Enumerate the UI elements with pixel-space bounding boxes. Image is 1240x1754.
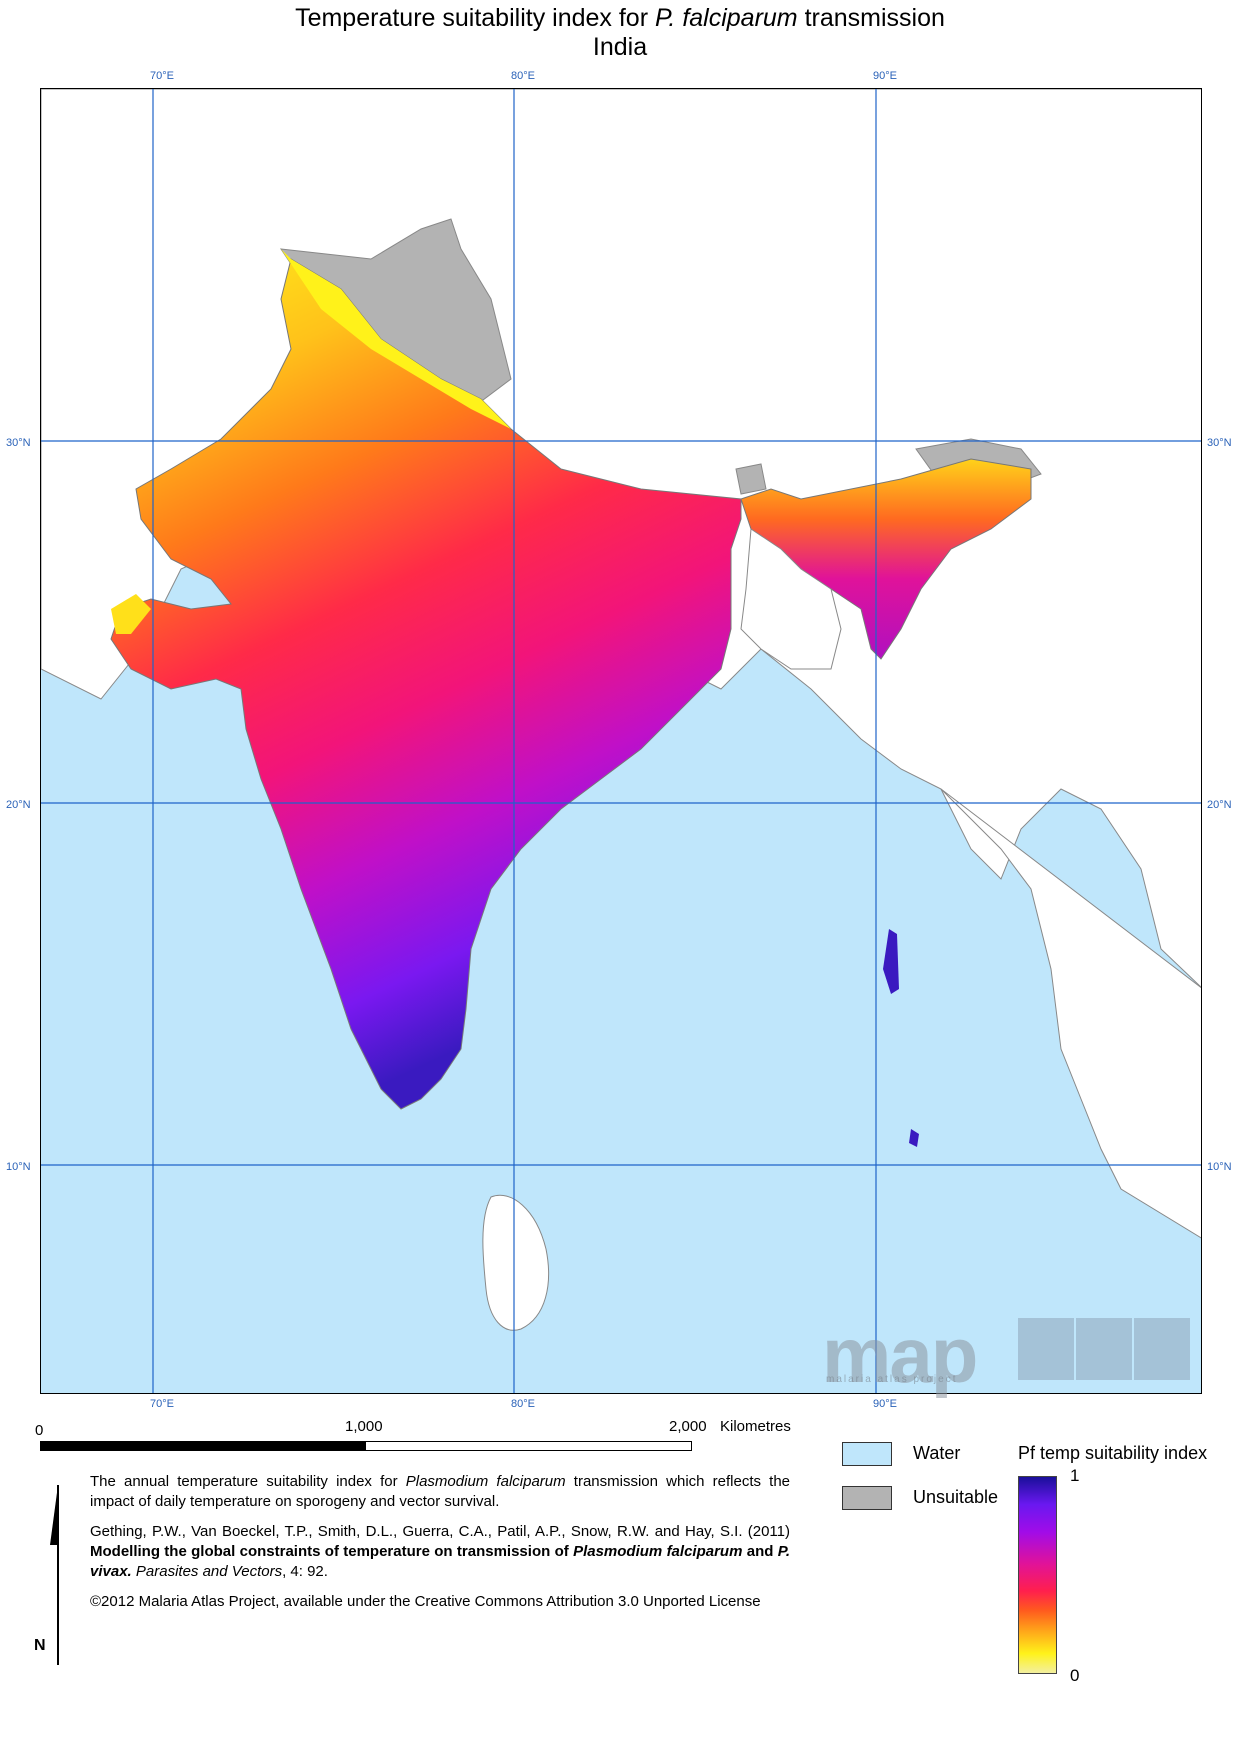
scale-label-mid: 1,000 <box>345 1418 383 1435</box>
legend-unsuitable-label: Unsuitable <box>913 1487 999 1507</box>
nicobar-islands <box>909 1129 919 1147</box>
map-logo-subtext: malaria atlas project <box>826 1374 958 1385</box>
logo-map-tile-africa <box>1076 1318 1132 1380</box>
andaman-islands <box>883 929 899 994</box>
graticule-label-left-10n: 10°N <box>6 1161 31 1173</box>
citation-paragraph: Gething, P.W., Van Boeckel, T.P., Smith,… <box>90 1522 790 1582</box>
citation-authors: Gething, P.W., Van Boeckel, T.P., Smith,… <box>90 1523 790 1540</box>
graticule-label-bottom-70e: 70°E <box>150 1398 174 1410</box>
graticule-label-left-20n: 20°N <box>6 799 31 811</box>
himalaya-fringe <box>281 249 511 429</box>
legend-ramp-max: 1 <box>1070 1466 1080 1485</box>
logo-map-tile-asia <box>1134 1318 1190 1380</box>
legend-water-swatch <box>842 1442 892 1466</box>
map-frame[interactable] <box>40 88 1202 1394</box>
map-subtitle: India <box>592 33 648 61</box>
graticule-label-top-70e: 70°E <box>150 70 174 82</box>
graticule-label-bottom-80e: 80°E <box>511 1398 535 1410</box>
legend-color-ramp <box>1018 1476 1057 1674</box>
title-suffix: transmission <box>797 4 945 32</box>
citation-species-1: Plasmodium falciparum <box>573 1543 743 1560</box>
graticule-label-right-20n: 20°N <box>1207 799 1232 811</box>
citation-species-2: P. vivax. <box>90 1543 790 1580</box>
description-text-a: The annual temperature suitability index… <box>90 1473 406 1490</box>
bangladesh <box>740 528 842 670</box>
map-title: Temperature suitability index for P. fal… <box>0 4 1240 33</box>
north-arrow-icon <box>50 1485 59 1665</box>
logo-map-tile-americas <box>1018 1318 1074 1380</box>
north-label: N <box>34 1637 46 1654</box>
graticule-label-top-80e: 80°E <box>511 70 535 82</box>
graticule-label-top-90e: 90°E <box>873 70 897 82</box>
legend-unsuitable-swatch <box>842 1486 892 1510</box>
graticule-label-right-30n: 30°N <box>1207 437 1232 449</box>
map-logo: map <box>822 1311 978 1399</box>
legend-ramp-min: 0 <box>1070 1666 1080 1685</box>
description-species: Plasmodium falciparum <box>405 1473 566 1490</box>
citation-volume: , 4: 92. <box>282 1563 328 1580</box>
graticule-lines <box>41 89 1201 1393</box>
sri-lanka <box>482 1194 549 1331</box>
title-prefix: Temperature suitability index for <box>295 4 655 32</box>
description-text-b: transmission which reflects the impact o… <box>90 1473 791 1510</box>
license-paragraph: ©2012 Malaria Atlas Project, available u… <box>90 1593 761 1610</box>
legend-index-title: Pf temp suitability index <box>1018 1443 1208 1463</box>
scale-label-unit: Kilometres <box>720 1418 791 1435</box>
legend-water-label: Water <box>913 1443 961 1463</box>
india-mainland <box>110 258 742 1110</box>
land-myanmar-coast <box>940 788 1201 1239</box>
citation-and: and <box>742 1543 778 1560</box>
scale-bar <box>40 1441 692 1451</box>
citation-title: Modelling the global constraints of temp… <box>90 1543 574 1560</box>
title-species: P. falciparum <box>654 4 798 32</box>
description-paragraph: The annual temperature suitability index… <box>90 1472 790 1512</box>
graticule-label-bottom-90e: 90°E <box>873 1398 897 1410</box>
unsuitable-sikkim <box>735 463 767 495</box>
scale-label-end: 2,000 <box>669 1418 707 1435</box>
map-canvas <box>41 89 1201 1393</box>
graticule-label-left-30n: 30°N <box>6 437 31 449</box>
graticule-label-right-10n: 10°N <box>1207 1161 1232 1173</box>
citation-journal: Parasites and Vectors <box>131 1563 283 1580</box>
scale-label-start: 0 <box>35 1422 44 1439</box>
gujarat-yellow <box>111 594 151 634</box>
